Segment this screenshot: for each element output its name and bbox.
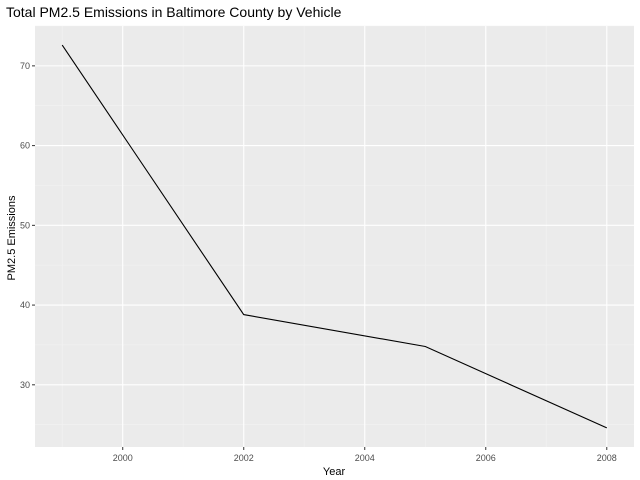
chart-title: Total PM2.5 Emissions in Baltimore Count… [6,4,342,20]
plot-panel [35,26,634,447]
x-axis: 2000 2002 2004 2006 2008 [113,447,617,463]
y-tick-label: 70 [20,61,30,71]
x-tick-label: 2008 [597,453,617,463]
series-group [61,44,608,429]
y-tick-label: 50 [20,220,30,230]
y-axis-title: PM2.5 Emissions [6,195,18,280]
y-tick-label: 60 [20,141,30,151]
x-tick-label: 2002 [234,453,254,463]
y-axis: 30 40 50 60 70 [20,61,35,390]
y-tick-label: 40 [20,300,30,310]
y-tick-label: 30 [20,380,30,390]
x-tick-label: 2000 [113,453,133,463]
minor-gridlines [35,25,634,447]
series-line [61,44,608,429]
x-axis-title: Year [323,466,346,478]
major-gridlines [35,26,634,447]
x-tick-label: 2004 [355,453,375,463]
x-tick-label: 2006 [476,453,496,463]
